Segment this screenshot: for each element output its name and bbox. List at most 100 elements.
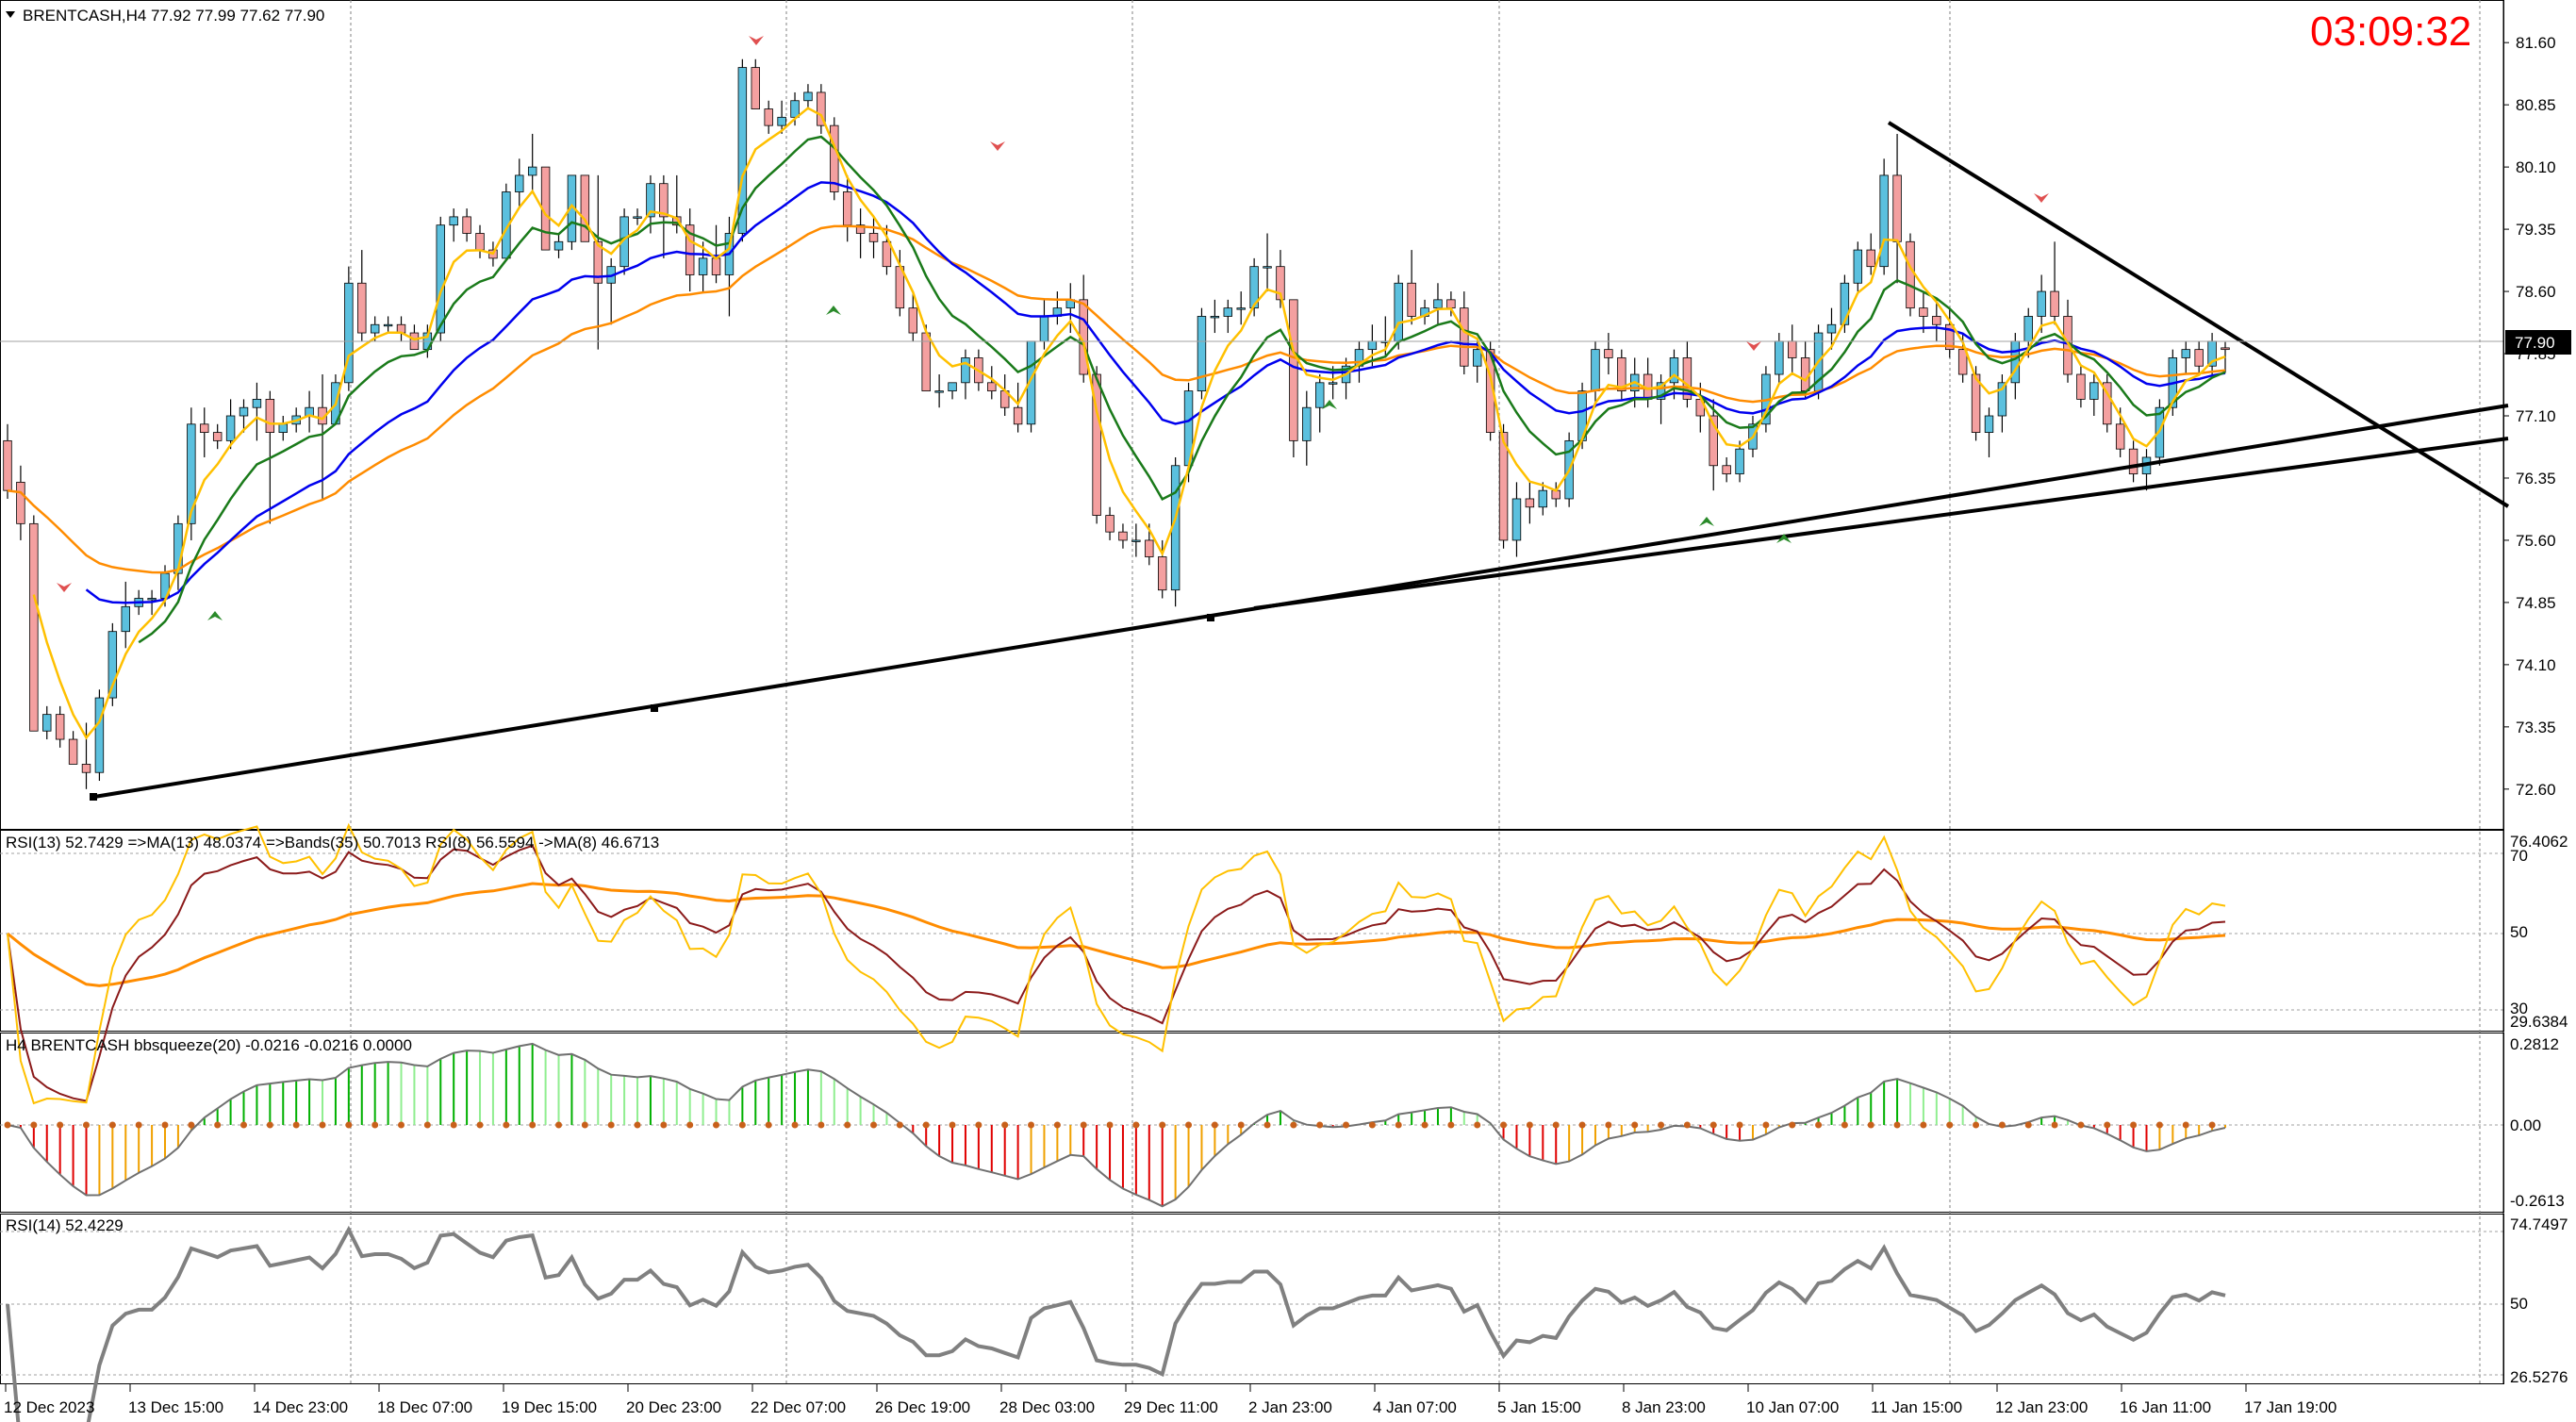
squeeze-dot: [765, 1121, 772, 1129]
bear-candle: [1604, 349, 1613, 358]
squeeze-dot: [949, 1121, 956, 1129]
rsi-bands-line: [7, 882, 2226, 987]
bull-candle: [790, 100, 800, 118]
bear-candle: [817, 91, 826, 126]
indicator-lines: [0, 822, 2503, 1422]
squeeze-outline: [7, 1042, 2226, 1208]
rsi-bands-axis-30: 30: [2510, 1000, 2528, 1017]
bull-candle: [646, 183, 655, 218]
squeeze-dot: [1132, 1121, 1140, 1129]
bull-candle: [1223, 307, 1233, 317]
squeeze-dot: [581, 1121, 588, 1129]
bull-candle: [1394, 282, 1403, 342]
price-tick-label: 75.60: [2516, 532, 2556, 550]
squeeze-dot: [713, 1121, 720, 1129]
squeeze-dot: [1578, 1121, 1586, 1129]
bear-candle: [1145, 539, 1154, 557]
time-tick-label: 19 Dec 15:00: [502, 1398, 597, 1416]
squeeze-dot: [345, 1121, 353, 1129]
bear-candle: [1276, 266, 1285, 301]
bear-candle: [855, 224, 866, 234]
squeeze-dot: [1500, 1121, 1508, 1129]
squeeze-dot: [503, 1121, 510, 1129]
squeeze-dot: [83, 1121, 91, 1129]
bear-candle: [580, 174, 590, 242]
bear-candle: [1407, 282, 1416, 317]
bull-candle: [121, 605, 130, 633]
bull-candle: [1879, 174, 1889, 268]
bear-candle: [1525, 498, 1535, 508]
bear-candle: [1906, 240, 1915, 309]
bull-candle: [1131, 539, 1141, 542]
squeeze-dot: [1683, 1121, 1691, 1129]
squeeze-dot: [1421, 1121, 1428, 1129]
bear-candle: [987, 382, 997, 392]
bear-candle: [2115, 423, 2125, 450]
squeeze-dot: [2024, 1121, 2032, 1129]
bull-candle: [187, 423, 196, 524]
squeeze-dot: [1263, 1121, 1271, 1129]
up-arrow-icon: [1699, 517, 1714, 526]
price-tick-label: 73.35: [2516, 719, 2556, 736]
squeeze-dot: [1789, 1121, 1796, 1129]
bear-candle: [685, 224, 695, 275]
bear-candle: [1866, 249, 1875, 268]
bull-candle: [1433, 299, 1443, 309]
fractal-arrows: [57, 36, 2049, 620]
bull-candle: [1197, 316, 1207, 392]
time-axis: 12 Dec 2023 13 Dec 15:00 14 Dec 23:00 18 De…: [4, 1384, 2337, 1416]
bear-candle: [1919, 307, 1928, 317]
current-price-tag: [2505, 330, 2571, 355]
time-tick-label: 13 Dec 15:00: [128, 1398, 223, 1416]
squeeze-dot: [555, 1121, 563, 1129]
bull-candle: [2089, 382, 2099, 400]
bear-candle: [357, 282, 367, 334]
bull-candle: [94, 697, 105, 773]
bear-candle: [265, 399, 275, 433]
ma-mid-line: [138, 135, 2226, 644]
squeeze-dot: [1658, 1121, 1665, 1129]
down-arrow-icon: [2034, 193, 2049, 203]
bull-candle: [698, 257, 708, 275]
rsi14-axis-bottom: 26.5276: [2510, 1368, 2568, 1386]
squeeze-dot: [1080, 1121, 1087, 1129]
bull-candle: [2037, 290, 2046, 317]
countdown-timer: 03:09:32: [2310, 8, 2471, 55]
bear-candle: [1682, 357, 1693, 400]
bull-candle: [1997, 382, 2007, 417]
bear-candle: [593, 240, 603, 284]
price-tick-label: 72.60: [2516, 781, 2556, 799]
squeeze-dot: [844, 1121, 851, 1129]
bull-candle: [42, 714, 52, 732]
squeeze-dot: [660, 1121, 668, 1129]
down-arrow-icon: [990, 141, 1005, 151]
bull-candle: [948, 382, 957, 392]
squeeze-dot: [2182, 1121, 2189, 1129]
bull-candle: [1775, 340, 1784, 375]
bear-candle: [81, 764, 91, 773]
rsi14-panel-frame: [0, 1214, 2504, 1384]
bear-candle: [1932, 316, 1941, 325]
bear-candle: [1118, 531, 1128, 541]
bear-candle: [2050, 290, 2059, 317]
squeeze-dot: [1998, 1121, 2006, 1129]
squeeze-dot: [1185, 1121, 1193, 1129]
price-tick-label: 74.10: [2516, 656, 2556, 674]
bear-candle: [68, 738, 78, 765]
squeeze-axis-top: 0.2812: [2510, 1035, 2559, 1053]
squeeze-dot: [1343, 1121, 1350, 1129]
dropdown-triangle-icon[interactable]: [6, 11, 15, 18]
time-tick-label: 5 Jan 15:00: [1497, 1398, 1581, 1416]
squeeze-dot: [1815, 1121, 1823, 1129]
bear-candle: [475, 233, 485, 251]
bear-candle: [882, 240, 892, 268]
time-tick-label: 22 Dec 07:00: [751, 1398, 846, 1416]
squeeze-dot: [2130, 1121, 2138, 1129]
rsi-bands-axis-bottom: 29.6384: [2510, 1013, 2568, 1031]
price-tick-label: 78.60: [2516, 283, 2556, 301]
bear-candle: [711, 257, 721, 275]
bear-candle: [908, 307, 917, 334]
squeeze-dot: [870, 1121, 878, 1129]
bull-candle: [633, 216, 642, 219]
time-tick-label: 11 Jan 15:00: [1871, 1398, 1962, 1416]
